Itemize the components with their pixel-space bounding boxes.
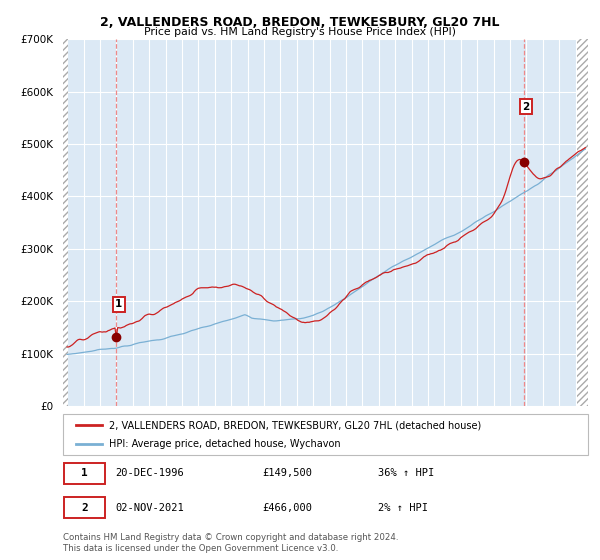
- FancyBboxPatch shape: [64, 497, 105, 519]
- Text: 1: 1: [81, 468, 88, 478]
- Bar: [577, 39, 588, 406]
- Text: 2, VALLENDERS ROAD, BREDON, TEWKESBURY, GL20 7HL: 2, VALLENDERS ROAD, BREDON, TEWKESBURY, …: [100, 16, 500, 29]
- Text: 2% ↑ HPI: 2% ↑ HPI: [378, 503, 428, 513]
- Text: Contains HM Land Registry data © Crown copyright and database right 2024.
This d: Contains HM Land Registry data © Crown c…: [63, 533, 398, 553]
- Text: £466,000: £466,000: [263, 503, 313, 513]
- Bar: [63, 39, 68, 406]
- Text: HPI: Average price, detached house, Wychavon: HPI: Average price, detached house, Wych…: [109, 439, 341, 449]
- Text: 2: 2: [81, 503, 88, 513]
- Text: Price paid vs. HM Land Registry's House Price Index (HPI): Price paid vs. HM Land Registry's House …: [144, 27, 456, 37]
- Text: 2: 2: [523, 102, 530, 112]
- FancyBboxPatch shape: [63, 414, 588, 455]
- Text: 20-DEC-1996: 20-DEC-1996: [115, 468, 184, 478]
- Text: 36% ↑ HPI: 36% ↑ HPI: [378, 468, 434, 478]
- Text: 02-NOV-2021: 02-NOV-2021: [115, 503, 184, 513]
- Text: 2, VALLENDERS ROAD, BREDON, TEWKESBURY, GL20 7HL (detached house): 2, VALLENDERS ROAD, BREDON, TEWKESBURY, …: [109, 421, 481, 430]
- FancyBboxPatch shape: [64, 463, 105, 484]
- Text: £149,500: £149,500: [263, 468, 313, 478]
- Text: 1: 1: [115, 300, 122, 310]
